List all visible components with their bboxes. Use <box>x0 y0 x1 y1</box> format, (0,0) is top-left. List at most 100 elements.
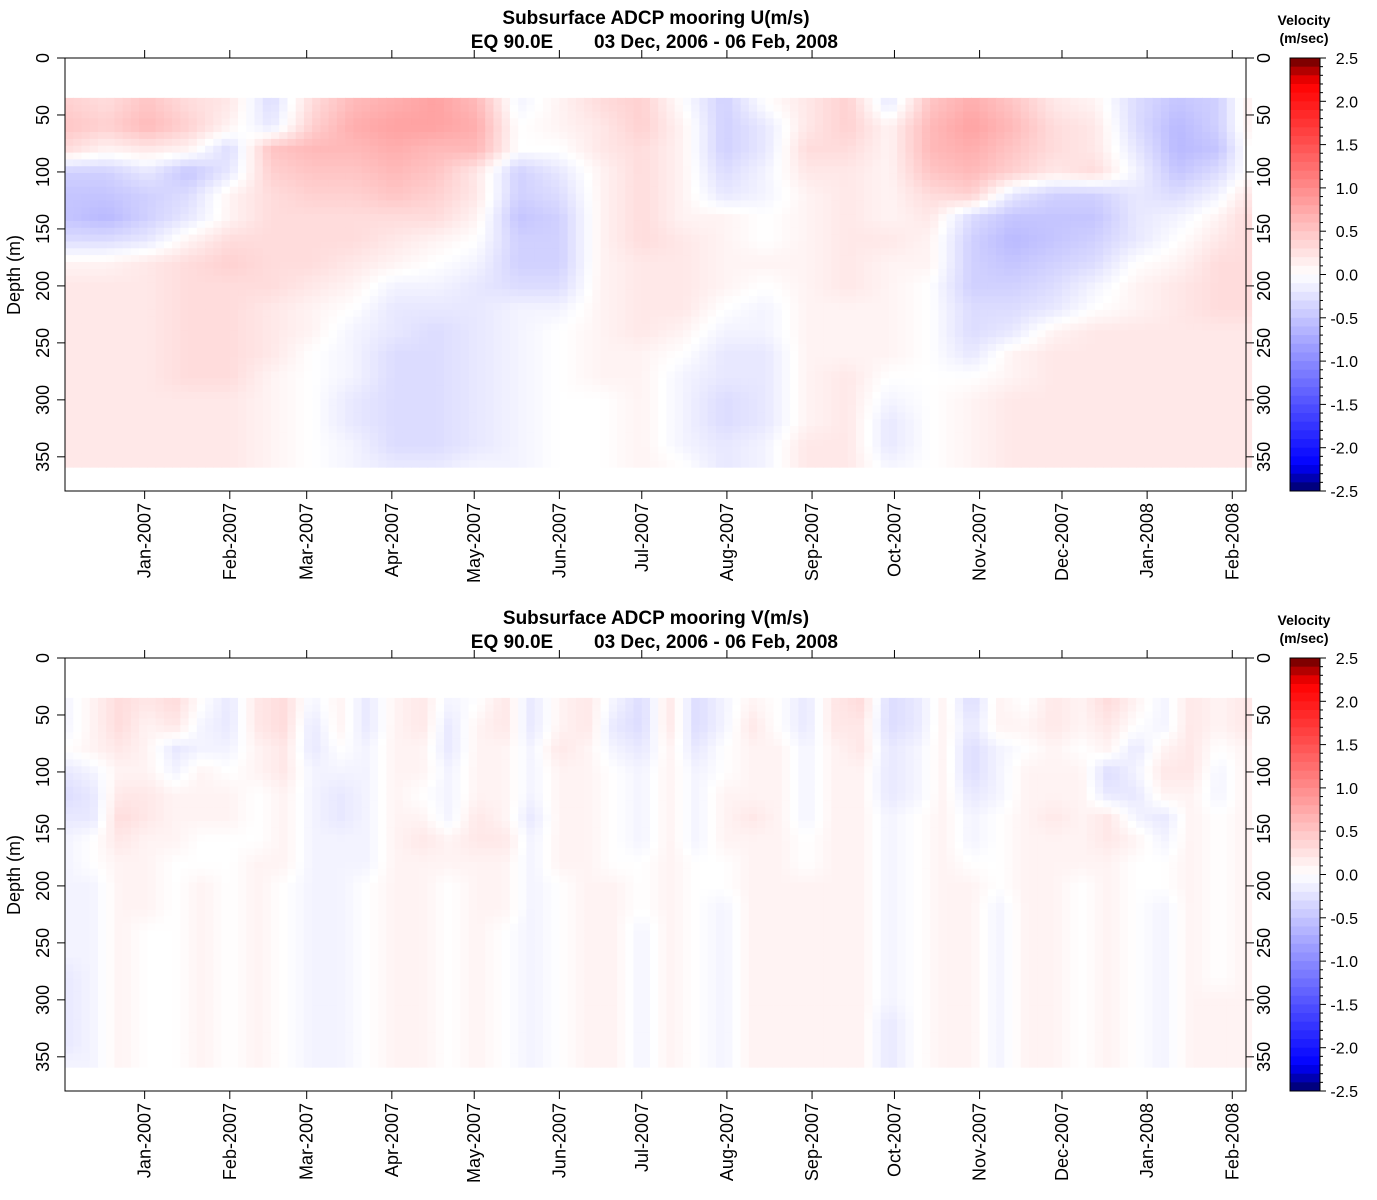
u-heatmap-cell <box>213 166 223 174</box>
u-heatmap-cell <box>435 255 445 263</box>
u-heatmap-cell <box>608 282 618 290</box>
u-heatmap-cell <box>65 385 74 393</box>
u-heatmap-cell <box>444 344 453 352</box>
u-heatmap-cell <box>369 220 379 229</box>
u-heatmap-cell <box>196 173 206 181</box>
u-heatmap-cell <box>312 282 322 290</box>
u-heatmap-cell <box>130 439 140 448</box>
u-heatmap-cell <box>724 248 733 256</box>
u-heatmap-cell <box>460 145 470 154</box>
u-heatmap-cell <box>328 186 338 195</box>
u-heatmap-cell <box>427 412 437 420</box>
u-heatmap-cell <box>806 214 816 222</box>
u-heatmap-cell <box>172 323 181 331</box>
u-heatmap-cell <box>551 378 560 386</box>
u-heatmap-cell <box>806 268 816 277</box>
u-heatmap-cell <box>501 145 511 154</box>
u-heatmap-cell <box>386 282 396 290</box>
u-heatmap-cell <box>303 118 313 126</box>
u-heatmap-cell <box>394 323 404 331</box>
u-heatmap-cell <box>765 350 775 359</box>
u-heatmap-cell <box>633 419 643 427</box>
u-heatmap-cell <box>485 432 495 441</box>
u-heatmap-cell <box>526 405 536 413</box>
u-heatmap-cell <box>691 289 701 297</box>
u-heatmap-cell <box>625 350 635 359</box>
u-heatmap-cell <box>89 302 99 311</box>
u-heatmap-cell <box>592 159 602 167</box>
u-heatmap-cell <box>369 344 379 352</box>
u-heatmap-cell <box>715 419 725 427</box>
u-heatmap-cell <box>320 350 330 359</box>
u-heatmap-cell <box>155 453 165 461</box>
u-heatmap-cell <box>551 453 560 461</box>
u-heatmap-cell <box>328 138 338 147</box>
u-heatmap-cell <box>790 145 799 154</box>
u-heatmap-cell <box>534 152 544 161</box>
u-heatmap-cell <box>650 159 659 167</box>
u-heatmap-cell <box>608 419 618 427</box>
u-heatmap-cell <box>402 453 412 461</box>
u-heatmap-cell <box>501 344 511 352</box>
u-heatmap-cell <box>551 118 560 126</box>
u-heatmap-cell <box>633 439 643 448</box>
u-heatmap-cell <box>542 282 552 290</box>
u-heatmap-cell <box>65 309 74 318</box>
u-heatmap-cell <box>361 296 371 304</box>
u-heatmap-cell <box>435 234 445 243</box>
u-heatmap-cell <box>460 138 470 147</box>
u-heatmap-cell <box>674 391 684 400</box>
u-heatmap-cell <box>798 234 808 243</box>
u-heatmap-cell <box>485 227 495 236</box>
u-heatmap-cell <box>567 186 577 195</box>
u-heatmap-cell <box>476 166 486 174</box>
u-heatmap-cell <box>781 446 791 454</box>
u-heatmap-cell <box>707 97 717 106</box>
u-heatmap-cell <box>707 302 717 311</box>
u-heatmap-cell <box>584 446 593 454</box>
u-heatmap-cell <box>345 378 354 386</box>
u-heatmap-cell <box>279 405 289 413</box>
u-heatmap-cell <box>73 118 83 126</box>
u-heatmap-cell <box>699 241 709 249</box>
u-heatmap-cell <box>682 419 692 427</box>
u-heatmap-cell <box>303 344 313 352</box>
u-heatmap-cell <box>476 234 486 243</box>
u-heatmap-cell <box>600 152 610 161</box>
u-heatmap-cell <box>715 323 725 331</box>
u-heatmap-cell <box>518 282 528 290</box>
u-heatmap-cell <box>682 220 692 229</box>
u-heatmap-cell <box>559 214 569 222</box>
u-heatmap-cell <box>724 118 733 126</box>
u-heatmap-cell <box>435 152 445 161</box>
u-heatmap-cell <box>781 323 791 331</box>
u-heatmap-cell <box>345 207 354 215</box>
u-heatmap-cell <box>468 426 478 434</box>
u-heatmap-cell <box>608 378 618 386</box>
u-heatmap-cell <box>715 200 725 208</box>
u-heatmap-cell <box>575 350 585 359</box>
u-heatmap-cell <box>369 316 379 325</box>
u-heatmap-cell <box>361 378 371 386</box>
u-heatmap-cell <box>155 350 165 359</box>
u-heatmap-cell <box>345 391 354 400</box>
u-heatmap-cell <box>130 227 140 236</box>
u-heatmap-cell <box>444 207 453 215</box>
u-heatmap-cell <box>666 200 676 208</box>
u-heatmap-cell <box>89 152 99 161</box>
u-heatmap-cell <box>295 132 305 140</box>
u-heatmap-cell <box>196 186 206 195</box>
u-heatmap-cell <box>542 132 552 140</box>
u-heatmap-cell <box>345 296 354 304</box>
u-heatmap-cell <box>89 371 99 379</box>
u-heatmap-cell <box>394 152 404 161</box>
u-heatmap-cell <box>617 296 626 304</box>
u-heatmap-cell <box>320 330 330 338</box>
u-heatmap-cell <box>724 432 733 441</box>
u-heatmap-cell <box>320 234 330 243</box>
u-heatmap-cell <box>617 378 626 386</box>
u-heatmap-cell <box>188 207 198 215</box>
u-heatmap-cell <box>254 426 264 434</box>
u-heatmap-cell <box>773 152 783 161</box>
u-heatmap-cell <box>336 118 346 126</box>
